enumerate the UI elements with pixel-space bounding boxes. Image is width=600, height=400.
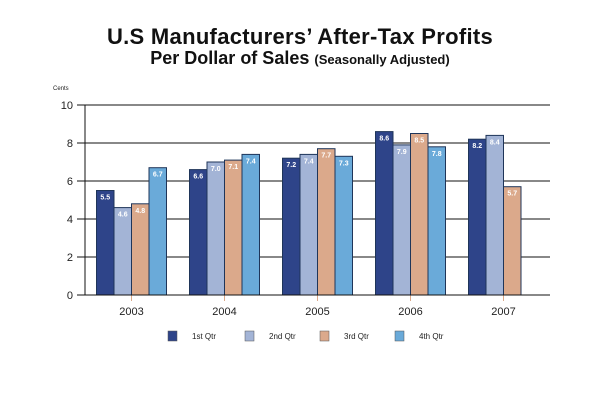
bar [131,203,150,296]
data-label: 5.5 [100,195,110,202]
x-tick-label: 2007 [491,306,515,318]
data-label: 7.1 [228,164,238,171]
data-label: 6.7 [153,172,163,179]
bar [468,138,487,296]
chart-subtitle: Per Dollar of Sales (Seasonally Adjusted… [0,48,600,69]
data-label: 8.4 [490,139,500,146]
x-tick-label: 2006 [398,306,422,318]
bar [299,153,318,296]
bar [410,133,429,296]
bar [148,167,167,296]
x-tick-label: 2003 [119,306,143,318]
bar [282,157,301,296]
data-label: 4.8 [135,208,145,215]
data-label: 7.7 [321,153,331,160]
data-label: 8.2 [472,143,482,150]
y-tick-label: 8 [67,138,73,150]
data-label: 7.2 [286,162,296,169]
bar [375,131,394,296]
data-label: 7.4 [246,158,256,165]
subtitle-note: (Seasonally Adjusted) [314,52,450,67]
data-label: 7.4 [304,158,314,165]
y-axis-label: Cents [53,86,69,92]
legend-swatch [319,330,330,342]
bar [427,146,446,296]
data-label: 6.6 [193,174,203,181]
y-tick-label: 10 [61,100,73,112]
data-label: 7.0 [211,166,221,173]
bar [189,169,208,296]
bar [96,190,115,296]
legend-swatch [244,330,255,342]
x-tick-label: 2005 [305,306,329,318]
x-tick-label: 2004 [212,306,236,318]
data-label: 8.6 [379,136,389,143]
data-label: 4.6 [118,212,128,219]
bar [334,155,353,296]
chart-title: U.S Manufacturers’ After-Tax Profits [106,24,494,49]
legend-label: 1st Qtr [192,332,216,341]
data-label: 7.8 [432,151,442,158]
legend-swatch [167,330,178,342]
data-label: 7.9 [397,149,407,156]
bar [206,161,225,296]
y-tick-label: 2 [67,252,73,264]
legend-label: 2nd Qtr [269,332,296,341]
bar [241,153,260,296]
data-label: 8.5 [414,138,424,145]
y-tick-label: 0 [67,290,73,302]
bar [392,144,411,296]
legend-swatch [394,330,405,342]
data-label: 7.3 [339,160,349,167]
bar [485,134,504,296]
bar [113,207,132,296]
y-tick-label: 4 [67,214,73,226]
data-label: 5.7 [507,191,517,198]
y-tick-label: 6 [67,176,73,188]
bar [224,159,243,296]
subtitle-main: Per Dollar of Sales [150,48,310,68]
legend-label: 3rd Qtr [344,332,369,341]
legend-label: 4th Qtr [419,332,444,341]
bar [503,186,522,296]
bar [317,148,336,296]
